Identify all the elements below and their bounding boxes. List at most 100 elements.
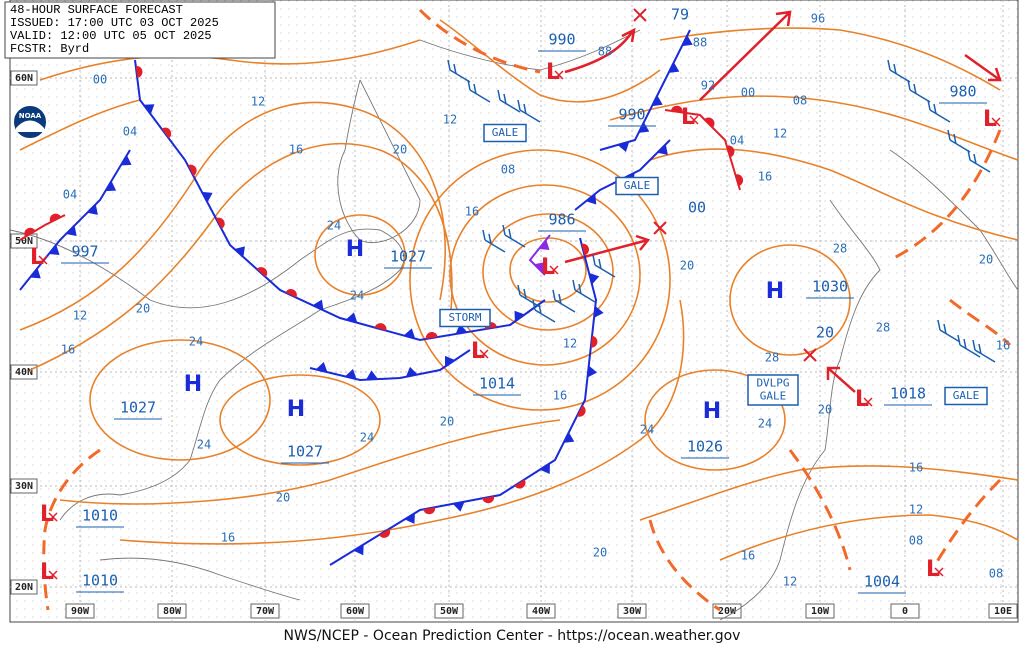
trough	[648, 519, 721, 612]
isobar-label: 16	[465, 205, 479, 219]
low-symbol: L	[855, 387, 869, 412]
longitude-label: 50W	[440, 606, 459, 617]
isobar-label: 12	[783, 575, 797, 589]
front-symbol	[353, 544, 364, 556]
low-cross	[479, 349, 489, 359]
low-cross	[934, 567, 944, 577]
low-symbol: L	[30, 245, 44, 270]
front-symbol	[581, 243, 589, 256]
isobar-label: 20	[393, 143, 407, 157]
front-symbol	[423, 507, 436, 515]
front-symbol	[534, 262, 545, 273]
wind-barb	[927, 99, 951, 123]
wind-barb	[447, 59, 471, 83]
wind-barb	[502, 224, 526, 248]
isobar-label: 08	[793, 94, 807, 108]
header-line: VALID: 12:00 UTC 05 OCT 2025	[10, 29, 212, 43]
center-label: 20	[816, 324, 834, 342]
isobar-label: 16	[758, 170, 772, 184]
isobar-label: 00	[741, 86, 755, 100]
longitude-label: 60W	[346, 606, 365, 617]
low-cross	[554, 70, 564, 80]
warning-label: GALE	[492, 126, 519, 139]
isobar	[314, 214, 406, 296]
front-symbol	[576, 405, 586, 417]
low-cross	[863, 397, 873, 407]
front-symbol	[87, 204, 98, 215]
front-symbol	[681, 35, 693, 47]
trough	[42, 448, 101, 611]
header-line: FCSTR: Byrd	[10, 42, 89, 56]
front-symbol	[48, 244, 60, 255]
front-symbol	[403, 328, 416, 339]
front-symbol	[345, 369, 357, 380]
front-symbol	[590, 335, 598, 348]
low-symbol: L	[681, 105, 695, 130]
longitude-label-box	[805, 603, 835, 619]
front-symbol	[638, 122, 650, 133]
isobar-label: 16	[909, 461, 923, 475]
latitude-label: 20N	[15, 582, 33, 593]
isobar	[59, 419, 561, 505]
header-line: ISSUED: 17:00 UTC 03 OCT 2025	[10, 16, 219, 30]
coastline	[337, 79, 421, 244]
wind-barb	[552, 289, 576, 313]
wind-barb	[517, 284, 541, 308]
longitude-label-box	[988, 603, 1018, 619]
warning-label: GALE	[953, 389, 980, 402]
front	[329, 237, 598, 566]
isobar	[659, 27, 1001, 91]
front-symbol	[404, 513, 415, 524]
low-pressure: 980	[949, 83, 976, 101]
front-symbol	[379, 528, 391, 538]
trough	[949, 298, 1012, 347]
front-symbol	[345, 312, 358, 323]
isobar-label: 96	[811, 12, 825, 26]
isobar-label: 20	[979, 253, 993, 267]
low-symbol: L	[983, 107, 997, 132]
isobar-label: 88	[598, 45, 612, 59]
front-symbol	[365, 370, 378, 380]
isobar-label: 20	[593, 546, 607, 560]
wind-barb	[467, 79, 491, 103]
isobar	[89, 339, 271, 461]
low-symbol: L	[546, 60, 560, 85]
isobar-label: 00	[93, 73, 107, 87]
longitude-label-box	[526, 603, 556, 619]
isobar-label: 92	[701, 79, 715, 93]
wind-barb	[937, 319, 961, 343]
isobar	[449, 184, 641, 366]
front-symbol	[161, 127, 172, 139]
front-symbol	[312, 299, 324, 311]
low-symbol: L	[926, 557, 940, 582]
header-line: 48-HOUR SURFACE FORECAST	[10, 3, 183, 17]
low-pressure: 1010	[82, 572, 118, 590]
isobar-label: 08	[909, 534, 923, 548]
map-frame	[9, 0, 1019, 623]
front	[599, 29, 691, 151]
high-symbol: H	[346, 237, 364, 262]
front-symbol	[405, 366, 418, 377]
front-symbol	[594, 305, 604, 318]
center-label: 00	[688, 199, 706, 217]
isobar	[29, 142, 453, 371]
longitude-label: 70W	[256, 606, 275, 617]
wind-barb	[532, 299, 556, 323]
isobar-label: 04	[730, 134, 744, 148]
front-symbol	[588, 272, 600, 285]
high-symbol: H	[703, 399, 721, 424]
front	[134, 59, 546, 342]
front-symbol	[735, 174, 744, 186]
wind-barb	[517, 99, 541, 123]
isobar-label: 24	[189, 335, 203, 349]
isobar-label: 28	[765, 351, 779, 365]
isobar-label: 12	[563, 337, 577, 351]
warning-label: GALE	[760, 390, 787, 403]
warning-box	[747, 374, 799, 406]
graticule: 60N 50N 40N 30N 20N 90W 80W 70W 60W 50W 40W 30W 20W 1…	[10, 0, 1018, 622]
header-box	[4, 1, 276, 59]
low-cross	[48, 512, 58, 522]
front-symbol	[285, 289, 297, 298]
low-pressure: 990	[618, 106, 645, 124]
